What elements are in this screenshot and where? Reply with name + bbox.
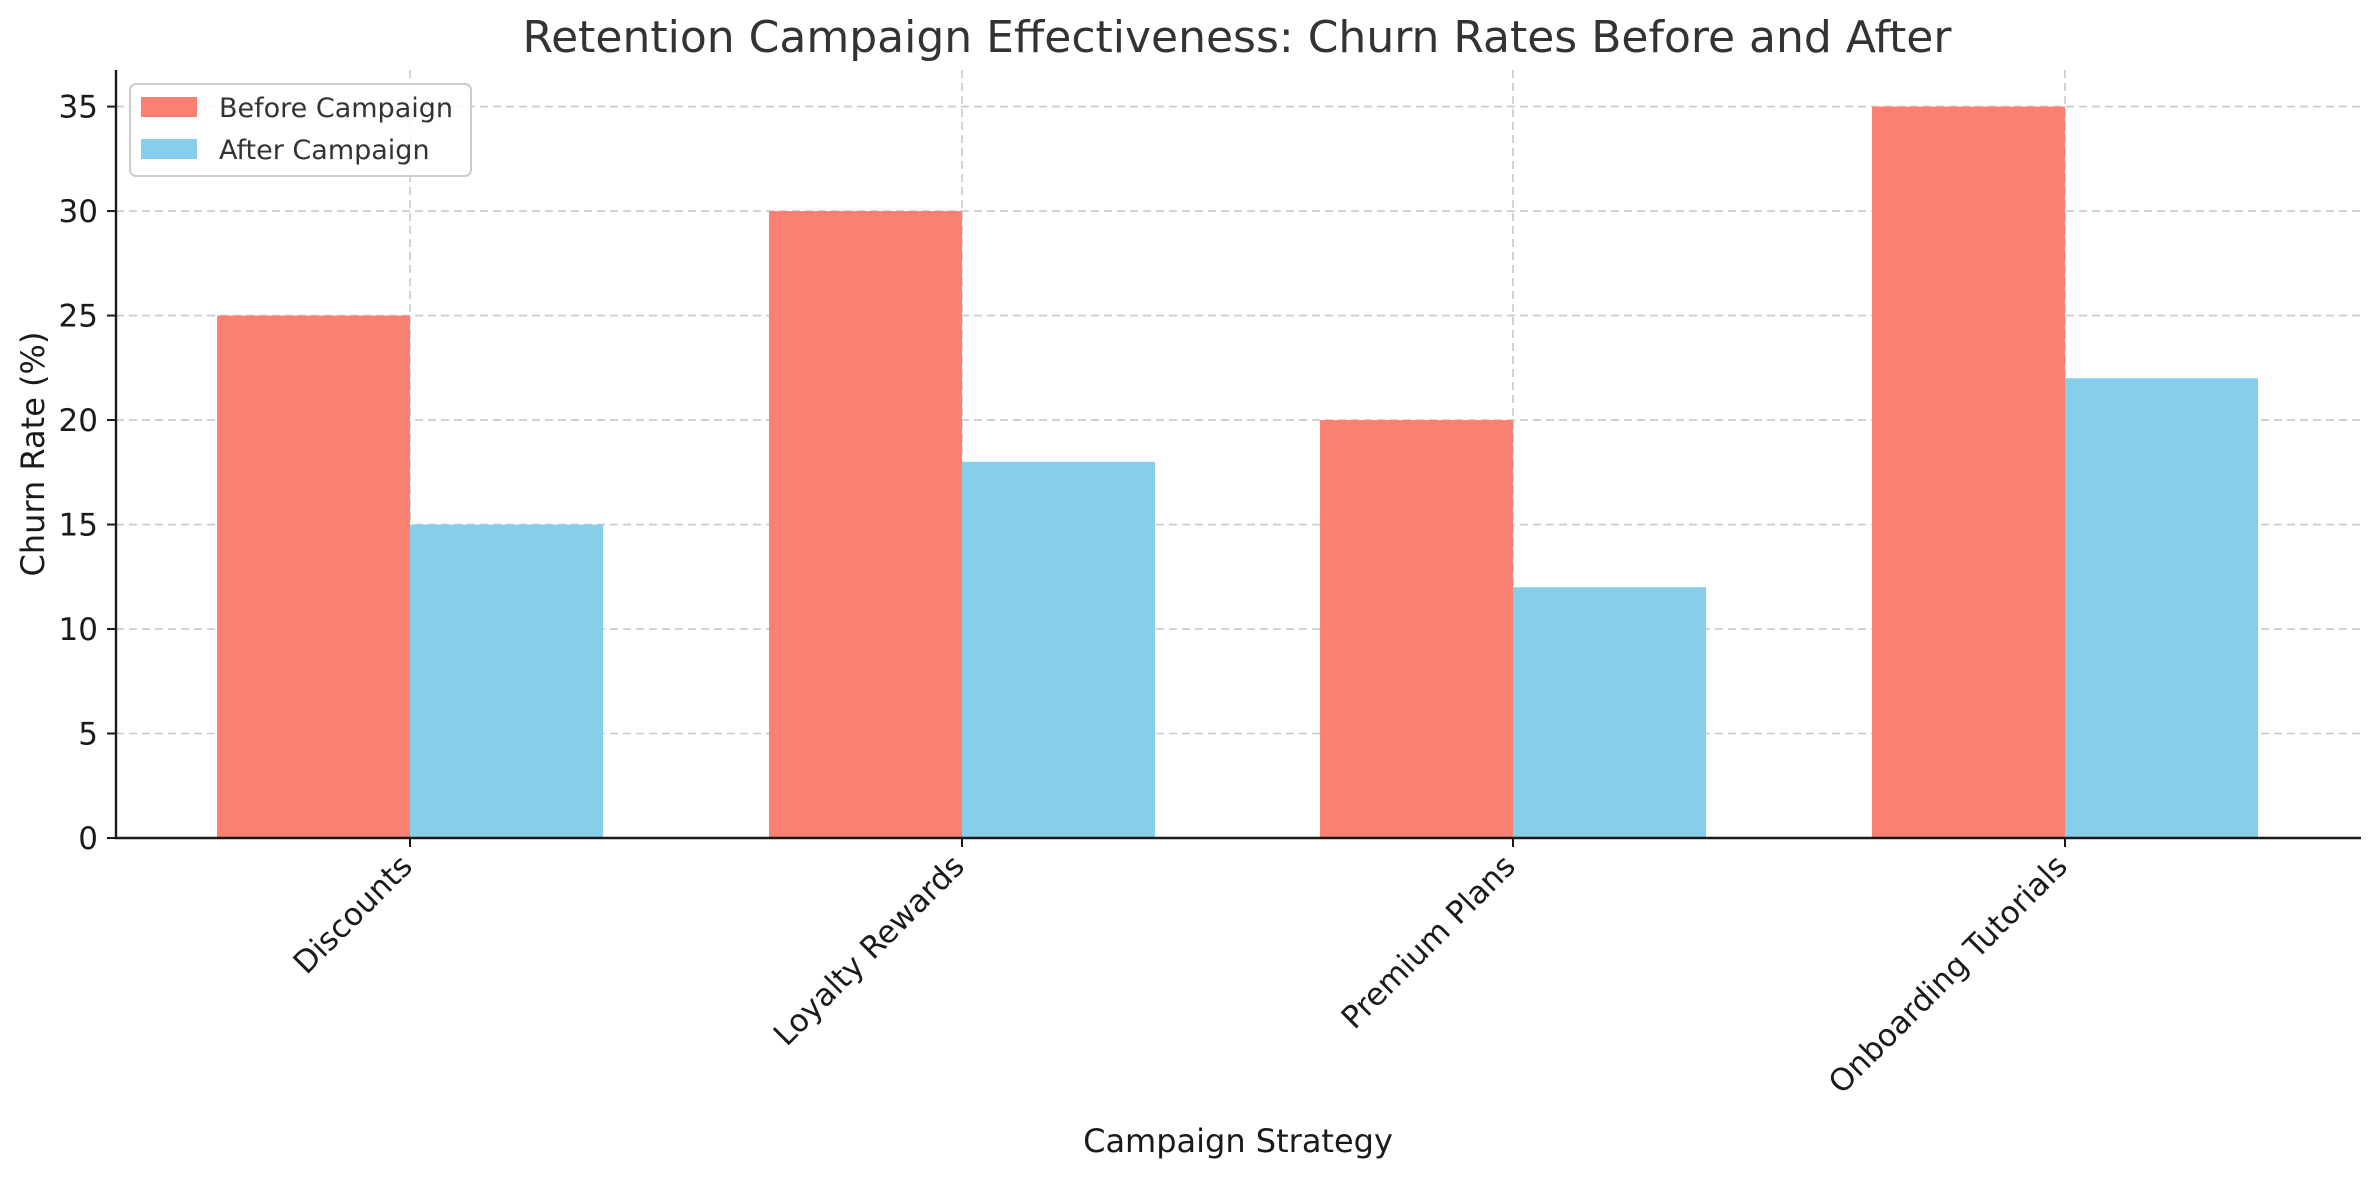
bar-after-onboarding-tutorials <box>2065 378 2258 838</box>
legend-swatch-before <box>141 97 197 117</box>
bar-after-loyalty-rewards <box>962 461 1155 838</box>
x-tick-label: Loyalty Rewards <box>767 848 972 1053</box>
bar-before-onboarding-tutorials <box>1872 106 2065 839</box>
legend: Before Campaign After Campaign <box>129 83 472 177</box>
x-tick-label: Onboarding Tutorials <box>1822 848 2075 1101</box>
y-tick-label: 10 <box>59 612 98 648</box>
y-tick-label: 20 <box>59 403 98 439</box>
y-tick-label: 5 <box>78 717 98 753</box>
y-tick-label: 30 <box>59 194 98 230</box>
bar-before-premium-plans <box>1320 420 1513 838</box>
x-axis-label: Campaign Strategy <box>1083 1122 1393 1160</box>
x-tick-label: Discounts <box>287 848 420 981</box>
bar-before-discounts <box>217 315 410 838</box>
bar-after-discounts <box>410 524 603 838</box>
axes <box>114 70 2361 840</box>
y-tick-label: 15 <box>59 508 98 544</box>
x-tick-label: Premium Plans <box>1335 848 1523 1036</box>
bars <box>217 106 2258 839</box>
legend-label-after: After Campaign <box>219 135 430 166</box>
legend-label-before: Before Campaign <box>219 93 453 124</box>
legend-swatch-after <box>141 139 197 159</box>
y-tick-label: 25 <box>59 299 98 335</box>
y-axis-label: Churn Rate (%) <box>14 332 52 577</box>
y-tick-label: 35 <box>59 90 98 126</box>
bar-before-loyalty-rewards <box>769 211 962 838</box>
legend-frame <box>129 83 472 177</box>
bar-after-premium-plans <box>1513 587 1706 838</box>
chart-title: Retention Campaign Effectiveness: Churn … <box>523 12 1953 63</box>
y-tick-label: 0 <box>78 821 98 857</box>
